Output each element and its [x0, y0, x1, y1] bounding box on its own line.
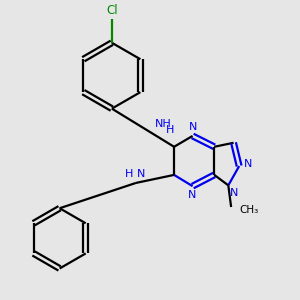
Text: H: H — [124, 169, 133, 179]
Text: CH₃: CH₃ — [239, 205, 258, 215]
Text: N: N — [188, 190, 196, 200]
Text: N: N — [244, 159, 252, 169]
Text: Cl: Cl — [106, 4, 118, 17]
Text: N: N — [137, 169, 145, 179]
Text: N: N — [188, 122, 197, 132]
Text: N: N — [230, 188, 238, 198]
Text: NH: NH — [155, 119, 172, 129]
Text: H: H — [166, 125, 175, 135]
